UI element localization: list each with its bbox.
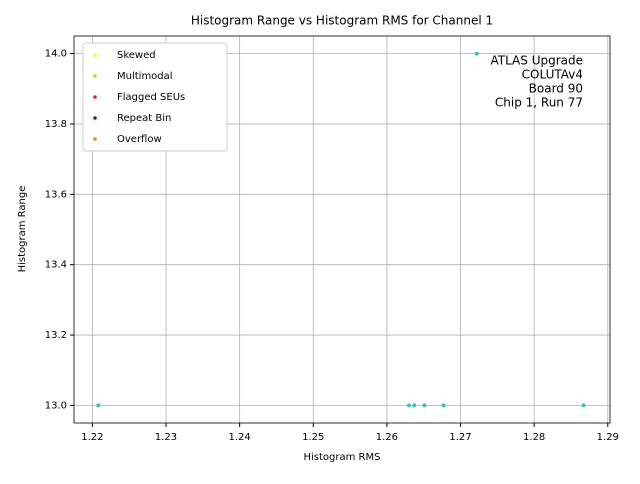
point	[441, 403, 446, 408]
legend-label: Flagged SEUs	[117, 92, 185, 103]
plot-frame	[73, 35, 611, 424]
legend-marker	[93, 95, 97, 99]
point	[412, 403, 417, 408]
y-axis-label: Histogram Range	[17, 186, 28, 273]
chart-title: Histogram Range vs Histogram RMS for Cha…	[191, 14, 493, 28]
y-tick-label: 13.8	[45, 119, 67, 130]
y-tick-label: 13.0	[45, 400, 67, 411]
legend-label: Overflow	[117, 134, 162, 145]
y-tick-label: 13.2	[45, 330, 67, 341]
legend-marker	[93, 137, 97, 141]
x-tick-label: 1.26	[376, 432, 398, 443]
x-tick-label: 1.27	[449, 432, 471, 443]
point	[474, 51, 479, 56]
y-tick-label: 13.4	[45, 260, 67, 271]
y-tick-label: 14.0	[45, 49, 67, 60]
point	[96, 403, 101, 408]
y-tick-label: 13.6	[45, 189, 67, 200]
x-tick-label: 1.22	[81, 432, 103, 443]
annotation: ATLAS Upgrade	[490, 54, 583, 68]
point	[407, 403, 411, 408]
annotation: Board 90	[529, 82, 583, 96]
point	[422, 403, 427, 408]
x-tick-label: 1.23	[155, 432, 177, 443]
point	[581, 403, 586, 408]
legend-label: Multimodal	[117, 71, 173, 82]
legend-box	[82, 42, 228, 152]
annotation: Chip 1, Run 77	[495, 96, 583, 110]
x-axis-label: Histogram RMS	[304, 452, 381, 463]
legend-marker	[93, 116, 97, 120]
legend-marker	[93, 53, 97, 57]
legend-label: Repeat Bin	[117, 113, 171, 124]
annotation: COLUTAv4	[522, 68, 583, 82]
x-tick-label: 1.25	[302, 432, 324, 443]
x-tick-label: 1.24	[229, 432, 251, 443]
legend-marker	[93, 74, 97, 78]
x-tick-label: 1.29	[597, 432, 619, 443]
legend-label: Skewed	[117, 50, 156, 61]
x-tick-label: 1.28	[523, 432, 545, 443]
